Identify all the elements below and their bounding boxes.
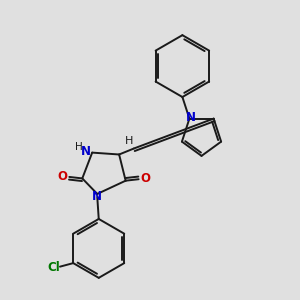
Text: N: N xyxy=(81,145,91,158)
Text: O: O xyxy=(58,170,68,183)
Text: Cl: Cl xyxy=(47,261,60,274)
Text: N: N xyxy=(92,190,102,203)
Text: H: H xyxy=(75,142,83,152)
Text: N: N xyxy=(186,111,196,124)
Text: O: O xyxy=(140,172,150,185)
Text: H: H xyxy=(125,136,134,146)
